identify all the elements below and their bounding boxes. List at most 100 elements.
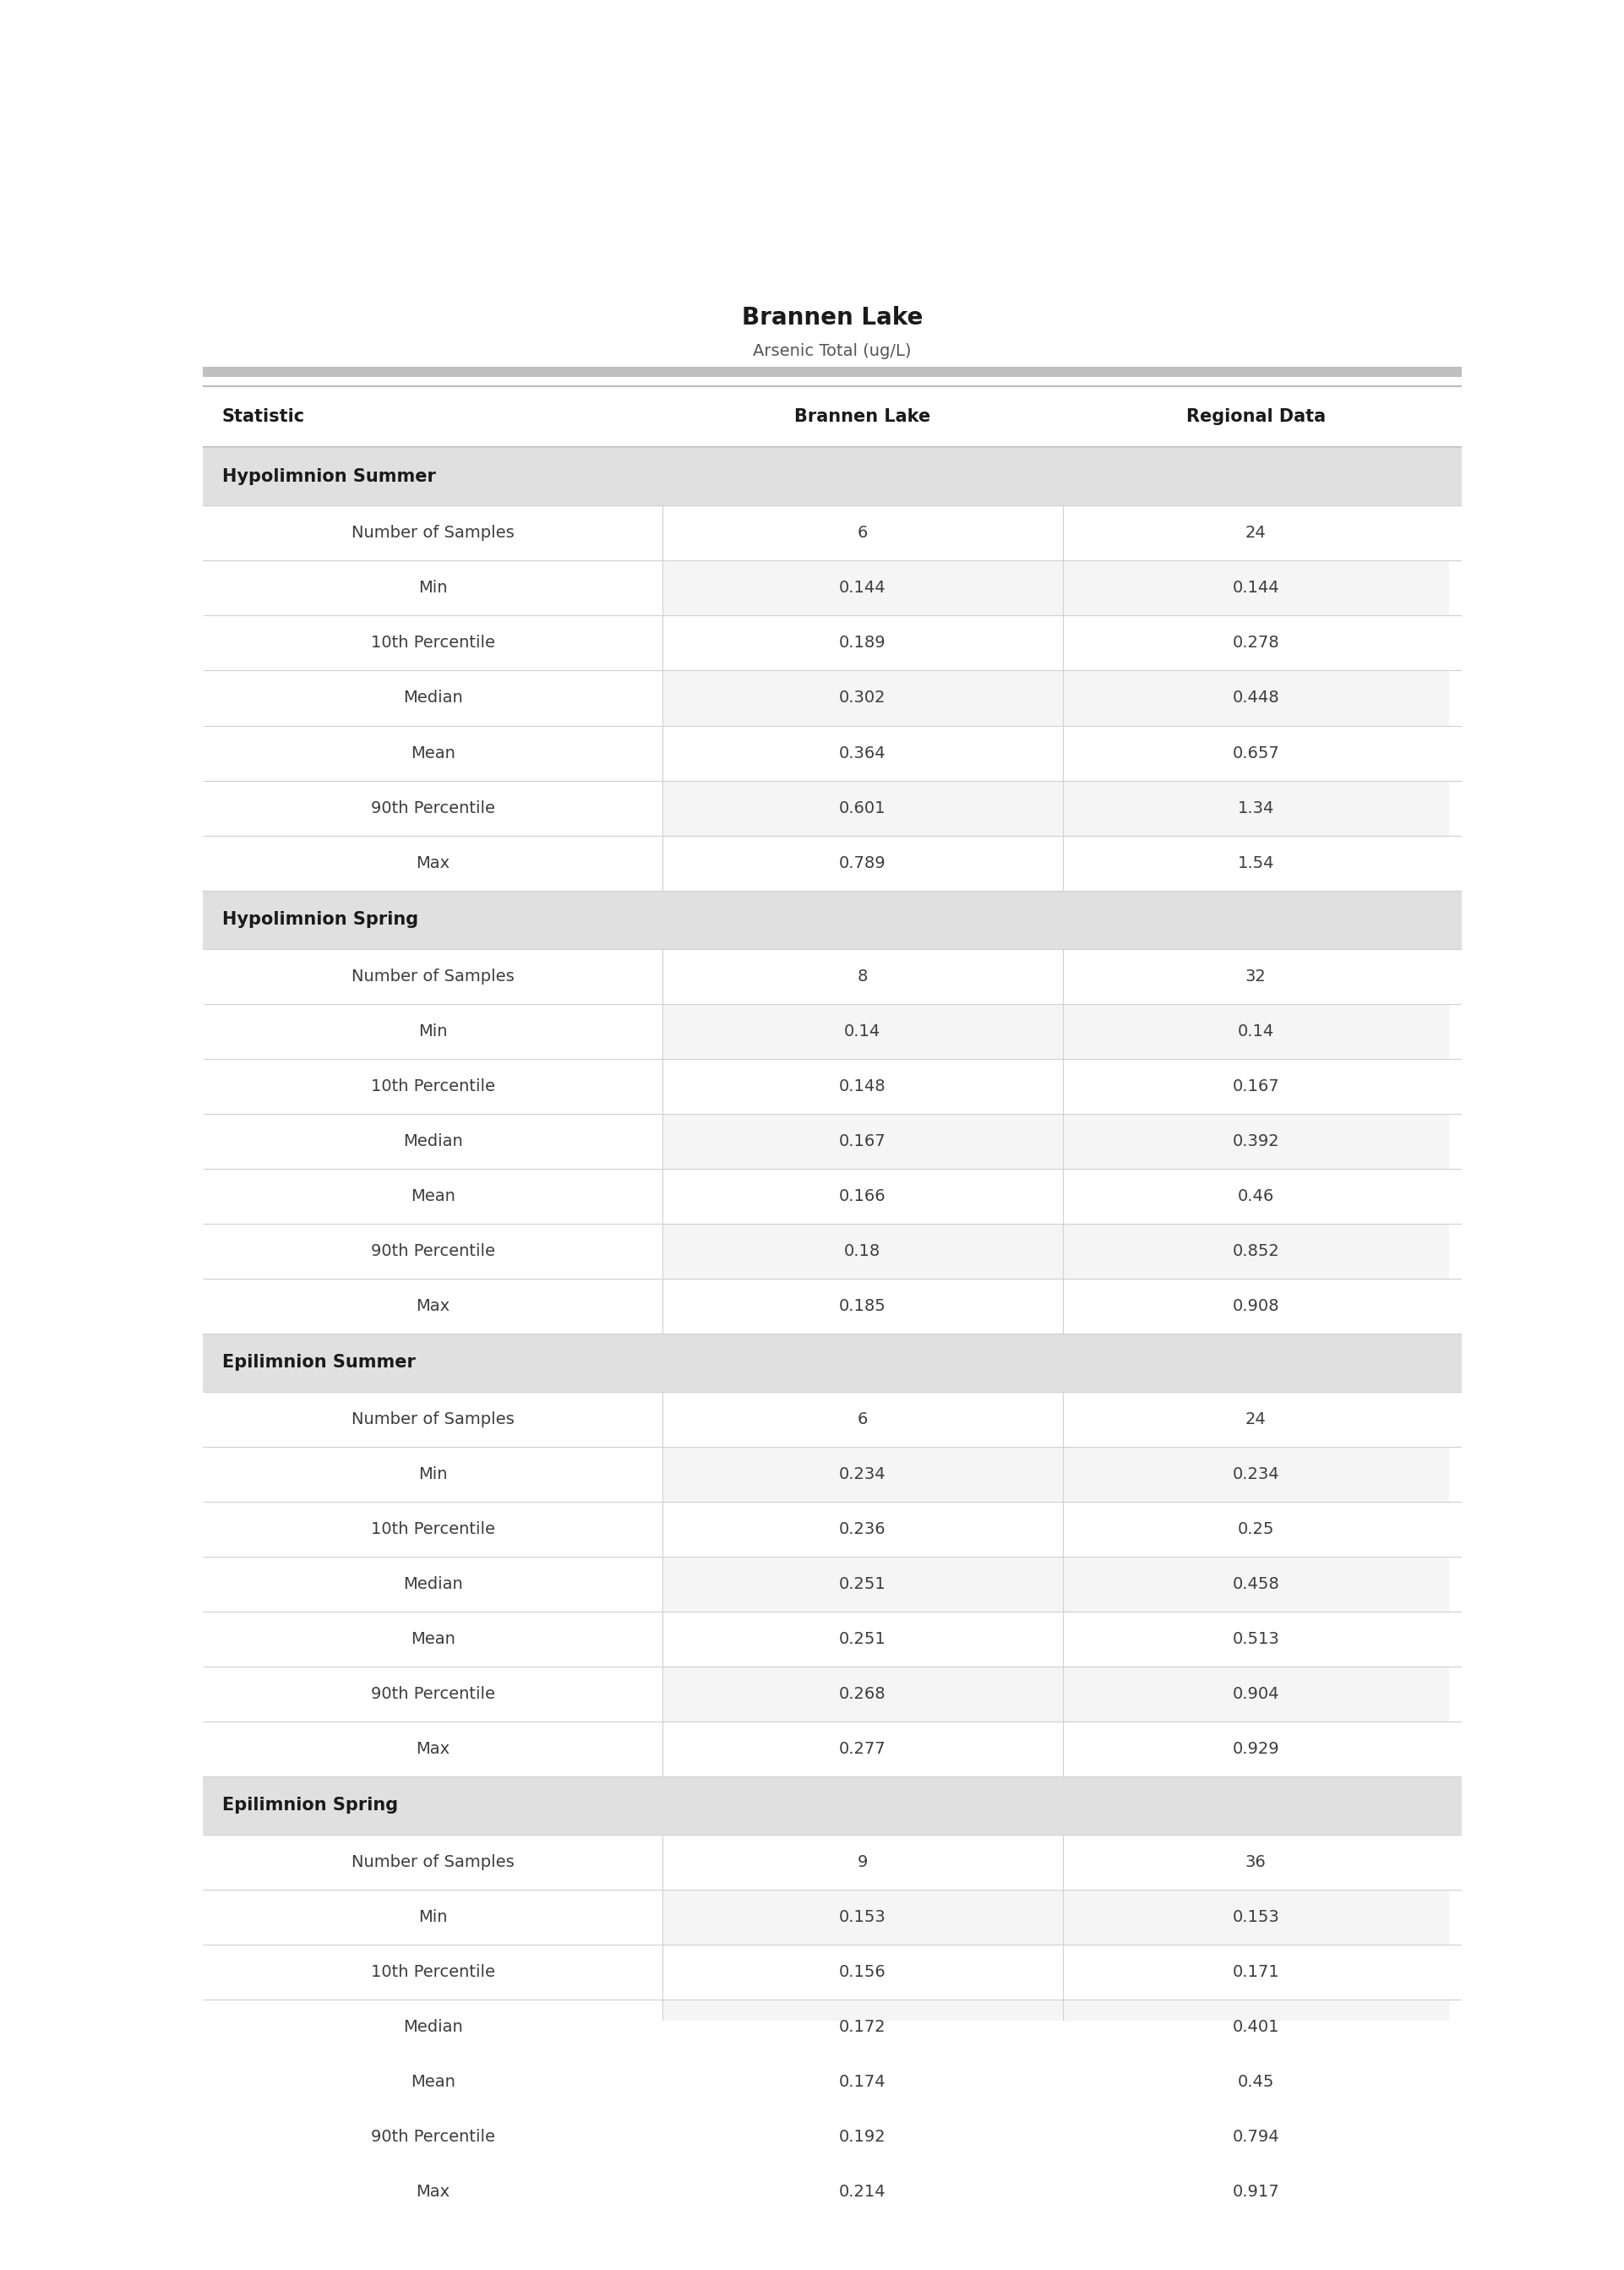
Text: 0.174: 0.174 (840, 2075, 887, 2091)
Text: Median: Median (403, 1133, 463, 1149)
Text: 0.192: 0.192 (840, 2129, 887, 2145)
Text: 0.214: 0.214 (840, 2184, 887, 2200)
Text: Hypolimnion Summer: Hypolimnion Summer (222, 468, 435, 486)
Bar (663, 1721, 1062, 1777)
Bar (203, 2054, 663, 2109)
Bar (1062, 1392, 1449, 1446)
Text: 8: 8 (857, 967, 867, 985)
Text: 36: 36 (1246, 1855, 1267, 1870)
Bar (203, 1115, 663, 1169)
Text: 0.153: 0.153 (840, 1909, 887, 1925)
Bar (663, 1224, 1062, 1278)
Bar (203, 670, 663, 726)
Bar (203, 386, 1462, 447)
Bar (663, 1392, 1062, 1446)
Text: 0.167: 0.167 (840, 1133, 887, 1149)
Text: 0.236: 0.236 (840, 1521, 887, 1537)
Text: Hypolimnion Spring: Hypolimnion Spring (222, 910, 417, 928)
Text: Min: Min (417, 1024, 447, 1040)
Bar (1062, 1834, 1449, 1889)
Bar (663, 1115, 1062, 1169)
Text: Statistic: Statistic (222, 409, 305, 424)
Text: 1.34: 1.34 (1237, 799, 1275, 815)
Text: 0.852: 0.852 (1233, 1244, 1280, 1260)
Text: 0.601: 0.601 (840, 799, 887, 815)
Bar (663, 1003, 1062, 1058)
Bar (1062, 2109, 1449, 2166)
Bar (1062, 1169, 1449, 1224)
Bar (1062, 561, 1449, 615)
Text: Max: Max (416, 1741, 450, 1757)
Text: 0.172: 0.172 (840, 2018, 887, 2036)
Bar (663, 1666, 1062, 1721)
Bar (203, 1392, 663, 1446)
Text: 0.234: 0.234 (1233, 1466, 1280, 1482)
Text: 0.148: 0.148 (840, 1078, 887, 1094)
Bar (663, 2166, 1062, 2220)
Bar (203, 890, 1462, 949)
Bar (1062, 1278, 1449, 1332)
Bar (203, 1777, 1462, 1834)
Text: 0.794: 0.794 (1233, 2129, 1280, 2145)
Bar (663, 835, 1062, 890)
Text: Mean: Mean (411, 2075, 455, 2091)
Text: 90th Percentile: 90th Percentile (370, 1687, 495, 1702)
Text: Max: Max (416, 856, 450, 872)
Text: 0.45: 0.45 (1237, 2075, 1275, 2091)
Text: 0.166: 0.166 (840, 1187, 887, 1203)
Text: 0.167: 0.167 (1233, 1078, 1280, 1094)
Bar (663, 2109, 1062, 2166)
Bar (203, 561, 663, 615)
Text: 0.144: 0.144 (1233, 581, 1280, 597)
Bar (1062, 1612, 1449, 1666)
Text: Regional Data: Regional Data (1186, 409, 1325, 424)
Bar (203, 1666, 663, 1721)
Bar (1062, 1666, 1449, 1721)
Bar (1062, 1557, 1449, 1612)
Bar (1062, 615, 1449, 670)
Text: Max: Max (416, 1298, 450, 1314)
Bar (203, 835, 663, 890)
Bar (1062, 1115, 1449, 1169)
Text: 1.54: 1.54 (1237, 856, 1275, 872)
Bar (203, 726, 663, 781)
Bar (663, 1945, 1062, 2000)
Text: 0.657: 0.657 (1233, 745, 1280, 760)
Bar (1062, 2054, 1449, 2109)
Bar (203, 1834, 663, 1889)
Bar (663, 561, 1062, 615)
Text: 0.513: 0.513 (1233, 1632, 1280, 1648)
Text: 0.171: 0.171 (1233, 1964, 1280, 1979)
Bar (663, 670, 1062, 726)
Text: Mean: Mean (411, 1187, 455, 1203)
Bar (1062, 506, 1449, 561)
Bar (203, 949, 663, 1003)
Bar (663, 726, 1062, 781)
Text: 0.18: 0.18 (844, 1244, 880, 1260)
Text: Number of Samples: Number of Samples (351, 1855, 515, 1870)
Bar (663, 2000, 1062, 2054)
Bar (663, 1889, 1062, 1945)
Text: 6: 6 (857, 1412, 867, 1428)
Bar (1062, 726, 1449, 781)
Bar (203, 1278, 663, 1332)
Bar (203, 2109, 663, 2166)
Text: 0.448: 0.448 (1233, 690, 1280, 706)
Text: Number of Samples: Number of Samples (351, 967, 515, 985)
Bar (203, 781, 663, 835)
Text: 10th Percentile: 10th Percentile (370, 1521, 495, 1537)
Bar (1062, 1503, 1449, 1557)
Bar (663, 615, 1062, 670)
Text: 0.278: 0.278 (1233, 636, 1280, 651)
Text: Mean: Mean (411, 1632, 455, 1648)
Text: Mean: Mean (411, 745, 455, 760)
Text: Number of Samples: Number of Samples (351, 524, 515, 540)
Bar (663, 781, 1062, 835)
Bar (663, 1557, 1062, 1612)
Text: 0.392: 0.392 (1233, 1133, 1280, 1149)
Text: Max: Max (416, 2184, 450, 2200)
Bar (203, 1721, 663, 1777)
Text: 10th Percentile: 10th Percentile (370, 636, 495, 651)
Bar (1062, 1224, 1449, 1278)
Bar (203, 1003, 663, 1058)
